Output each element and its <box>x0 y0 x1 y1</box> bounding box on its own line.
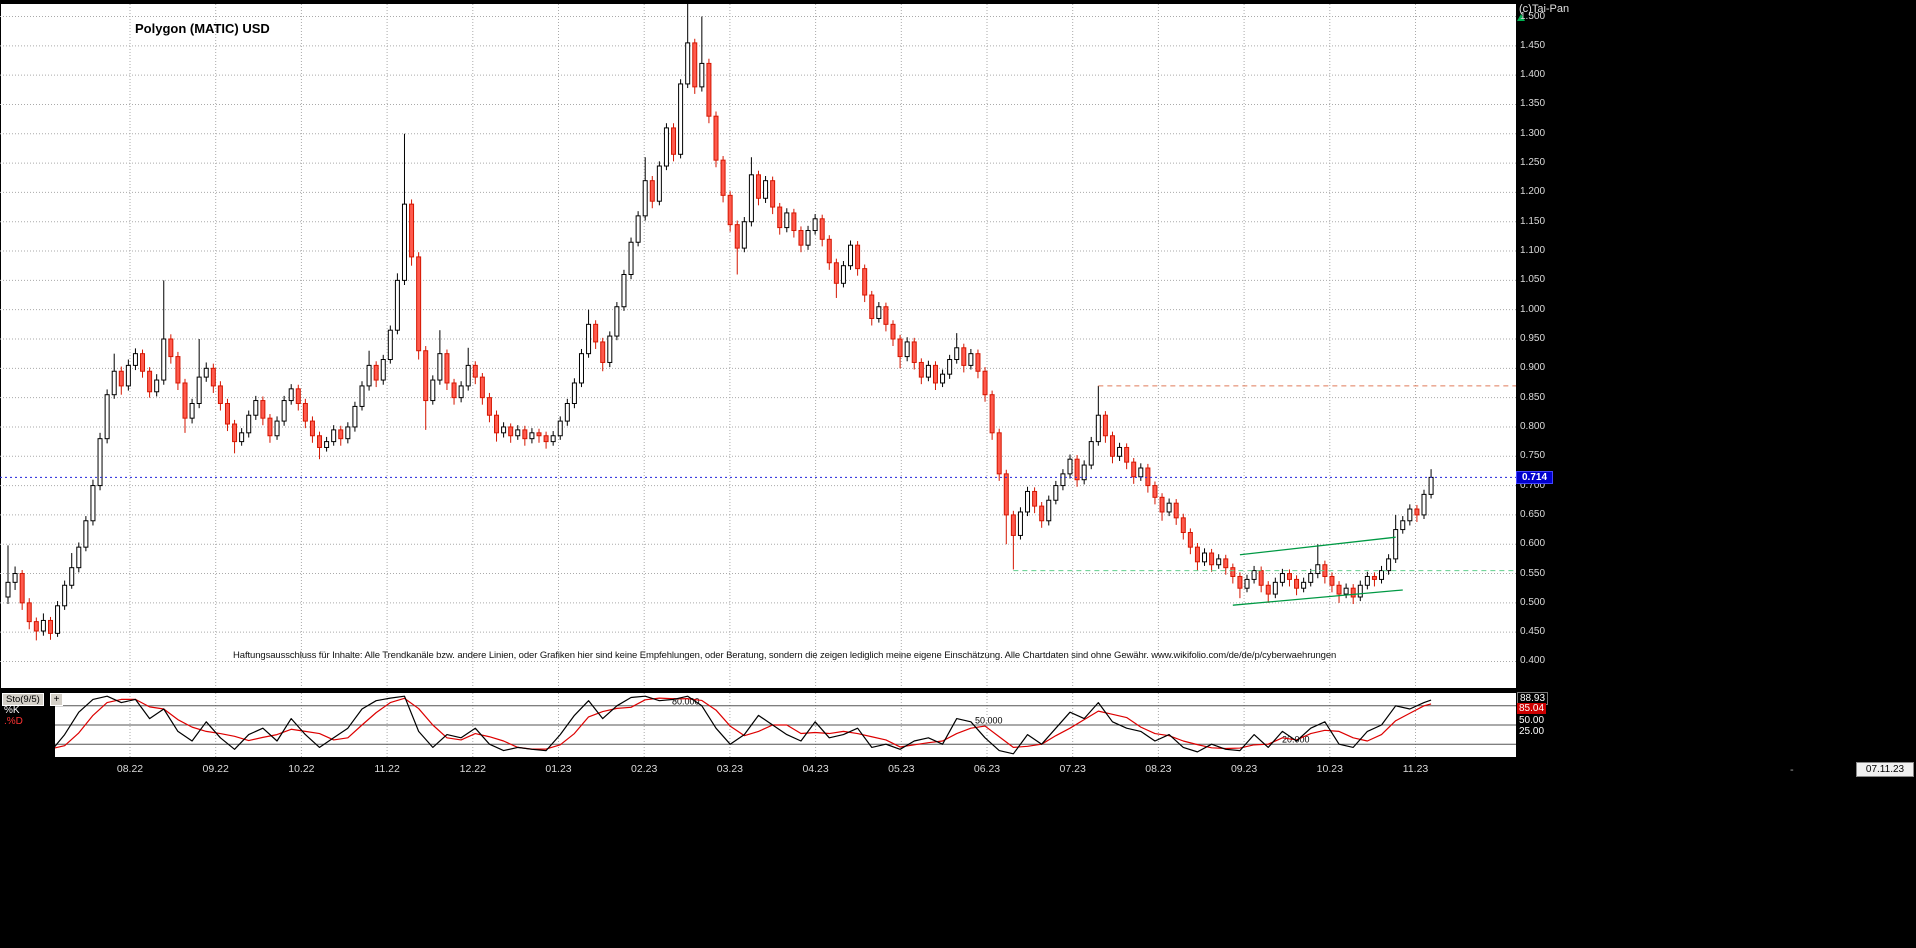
price-tick-label: 0.400 <box>1520 655 1546 667</box>
date-tick-label: 09.22 <box>202 763 229 775</box>
date-tick-label: 11.23 <box>1402 763 1429 775</box>
date-tick-label: 03.23 <box>716 763 744 775</box>
indicator-readout: 50.00 <box>1519 715 1545 726</box>
price-tick-label: 0.900 <box>1520 362 1546 374</box>
up-arrow-icon <box>1517 14 1525 21</box>
plot-background <box>1 4 1516 688</box>
date-tick-label: 02.23 <box>631 763 658 775</box>
indicator-expand-button[interactable]: + <box>50 693 63 706</box>
date-tick-label: 09.23 <box>1230 763 1258 775</box>
date-tick-label: 05.23 <box>888 763 915 775</box>
price-chart-canvas[interactable] <box>0 0 1516 692</box>
price-tick-label: 0.750 <box>1520 450 1546 462</box>
date-tick-label: 04.23 <box>802 763 829 775</box>
date-tick-label: 08.22 <box>116 763 144 775</box>
date-tick-label: 01.23 <box>545 763 572 775</box>
price-tick-label: 0.800 <box>1520 420 1546 432</box>
disclaimer-text: Haftungsausschluss für Inhalte: Alle Tre… <box>233 650 1337 661</box>
price-tick-label: 1.200 <box>1520 186 1546 198</box>
candles-layer <box>5 4 1434 641</box>
indicator-readout: 25.00 <box>1519 726 1545 737</box>
price-tick-label: 0.950 <box>1520 332 1546 344</box>
indicator-level-label: 50.000 <box>975 716 1003 726</box>
price-tick-label: 1.350 <box>1520 98 1546 110</box>
copyright-label: (c)Tai-Pan <box>1519 3 1570 15</box>
price-tick-label: 0.650 <box>1520 508 1546 520</box>
stochastic-d-line <box>55 697 1432 750</box>
overlay-layer <box>0 385 1516 606</box>
trend-line <box>1239 536 1396 556</box>
date-tick-label: 08.23 <box>1145 763 1172 775</box>
price-tick-label: 1.250 <box>1520 157 1546 169</box>
time-axis[interactable]: 08.22 09.22 10.22 11.22 12.22 01.23 02.23 03.23… <box>0 763 1516 777</box>
date-tick-label: 10.23 <box>1316 763 1343 775</box>
indicator-readout: 85.04 <box>1517 703 1547 714</box>
price-tick-label: 1.050 <box>1520 274 1546 286</box>
stochastic-d-label: .%D <box>4 716 23 727</box>
date-tick-label: 07.23 <box>1059 763 1086 775</box>
stochastic-k-label: %K <box>4 705 20 716</box>
price-tick-label: 0.600 <box>1520 538 1546 550</box>
current-date-badge: 07.11.23 <box>1856 762 1914 777</box>
date-tick-label: 11.22 <box>374 763 400 775</box>
price-tick-label: 1.150 <box>1520 215 1546 227</box>
indicator-level-label: 80.000 <box>672 696 700 706</box>
price-tick-label: 0.700 <box>1520 479 1546 491</box>
price-tick-label: 1.300 <box>1520 127 1546 139</box>
price-tick-label: 1.500 <box>1520 10 1546 22</box>
date-tick-label: 12.22 <box>459 763 486 775</box>
time-axis-separator: - <box>1790 764 1794 776</box>
trend-line <box>1232 589 1403 606</box>
price-tick-label: 0.500 <box>1520 596 1546 608</box>
price-tick-label: 1.100 <box>1520 245 1546 257</box>
price-axis[interactable]: 1.500 1.450 1.400 1.350 1.300 1.250 1.200 1.150… <box>1516 0 1576 692</box>
indicator-name-badge[interactable]: Sto(9/5) <box>2 693 44 706</box>
date-tick-label: 06.23 <box>973 763 1001 775</box>
stochastic-k-line <box>55 695 1432 755</box>
price-tick-label: 0.550 <box>1520 567 1546 579</box>
price-tick-label: 1.400 <box>1520 69 1546 81</box>
chart-title: Polygon (MATIC) USD <box>135 21 270 36</box>
price-tick-label: 1.450 <box>1520 39 1546 51</box>
price-tick-label: 1.000 <box>1520 303 1546 315</box>
current-price-badge: 0.714 <box>1516 470 1553 484</box>
date-tick-label: 10.22 <box>288 763 315 775</box>
price-tick-label: 0.850 <box>1520 391 1546 403</box>
price-tick-label: 0.450 <box>1520 626 1546 638</box>
